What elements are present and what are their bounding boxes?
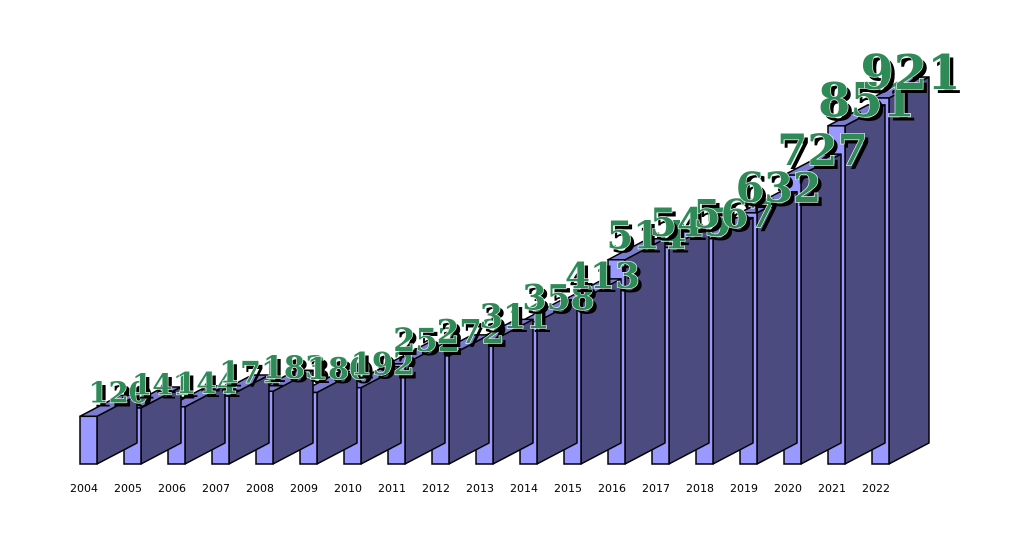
tick-label-2010: 2010 bbox=[334, 482, 362, 495]
value-label-text: 921 bbox=[860, 45, 960, 101]
tick-label-2012: 2012 bbox=[422, 482, 450, 495]
tick-label-2011: 2011 bbox=[378, 482, 406, 495]
bars-layer bbox=[79, 76, 930, 465]
bar-side-2022 bbox=[888, 76, 930, 465]
value-label-shadow: 272 bbox=[441, 316, 509, 355]
bar-front-2004 bbox=[79, 415, 98, 465]
value-label-text: 192 bbox=[351, 346, 415, 382]
value-label-text: 180 bbox=[307, 352, 370, 387]
value-label-shadow: 120 bbox=[92, 380, 152, 414]
value-labels-layer: 1201201411411441441711711831831801801921… bbox=[88, 44, 965, 414]
value-label-shadow: 358 bbox=[526, 282, 598, 322]
tick-label-2020: 2020 bbox=[774, 482, 802, 495]
value-label-shadow: 192 bbox=[355, 350, 419, 386]
value-label-text: 171 bbox=[219, 356, 282, 391]
year-labels-layer: 2004 2005 2006 2007 2008 2009 2010 2011 2012 2013… bbox=[70, 482, 890, 495]
tick-label-2006: 2006 bbox=[158, 482, 186, 495]
value-label-shadow: 567 bbox=[697, 196, 779, 242]
value-label-shadow: 514 bbox=[611, 217, 691, 262]
bar-2004 bbox=[79, 394, 138, 465]
value-label-text: 141 bbox=[132, 366, 193, 401]
tick-label-2009: 2009 bbox=[290, 482, 318, 495]
value-label-text: 120 bbox=[88, 376, 148, 410]
value-label-text: 144 bbox=[176, 365, 237, 400]
value-label-shadow: 144 bbox=[180, 369, 241, 404]
value-label-shadow: 171 bbox=[223, 360, 286, 395]
value-label-text: 252 bbox=[393, 321, 460, 359]
value-label-text: 514 bbox=[607, 213, 687, 258]
value-label-shadow: 252 bbox=[397, 325, 464, 363]
value-label-text: 413 bbox=[565, 255, 640, 297]
value-label-shadow: 311 bbox=[484, 301, 554, 340]
tick-label-2007: 2007 bbox=[202, 482, 230, 495]
tick-label-2019: 2019 bbox=[730, 482, 758, 495]
value-label-shadow: 183 bbox=[267, 354, 330, 390]
value-label-shadow: 727 bbox=[781, 129, 872, 180]
bar-side-2018 bbox=[712, 216, 754, 465]
value-label-text: 632 bbox=[736, 163, 822, 212]
tick-label-2015: 2015 bbox=[554, 482, 582, 495]
value-label-shadow: 545 bbox=[654, 204, 735, 250]
value-label-text: 183 bbox=[263, 350, 326, 386]
value-label-text: 567 bbox=[693, 192, 775, 238]
tick-label-2017: 2017 bbox=[642, 482, 670, 495]
tick-label-2018: 2018 bbox=[686, 482, 714, 495]
value-label-text: 358 bbox=[522, 278, 594, 318]
value-label-shadow: 180 bbox=[311, 356, 374, 391]
tick-label-2016: 2016 bbox=[598, 482, 626, 495]
value-label-shadow: 921 bbox=[864, 49, 964, 105]
value-label-shadow: 141 bbox=[136, 370, 197, 405]
value-label-text: 272 bbox=[437, 312, 505, 351]
value-label-text: 727 bbox=[777, 125, 868, 176]
tick-label-2021: 2021 bbox=[818, 482, 846, 495]
tick-label-2004: 2004 bbox=[70, 482, 98, 495]
value-label-shadow: 632 bbox=[740, 167, 826, 216]
value-label-text: 851 bbox=[818, 73, 915, 127]
tick-label-2014: 2014 bbox=[510, 482, 538, 495]
value-label-shadow: 851 bbox=[822, 77, 919, 131]
tick-label-2013: 2013 bbox=[466, 482, 494, 495]
tick-label-2022: 2022 bbox=[862, 482, 890, 495]
value-label-text: 311 bbox=[480, 297, 550, 336]
value-label-shadow: 413 bbox=[569, 259, 644, 301]
tick-label-2008: 2008 bbox=[246, 482, 274, 495]
value-label-text: 545 bbox=[650, 200, 731, 246]
bar-2005 bbox=[123, 386, 182, 465]
tick-label-2005: 2005 bbox=[114, 482, 142, 495]
